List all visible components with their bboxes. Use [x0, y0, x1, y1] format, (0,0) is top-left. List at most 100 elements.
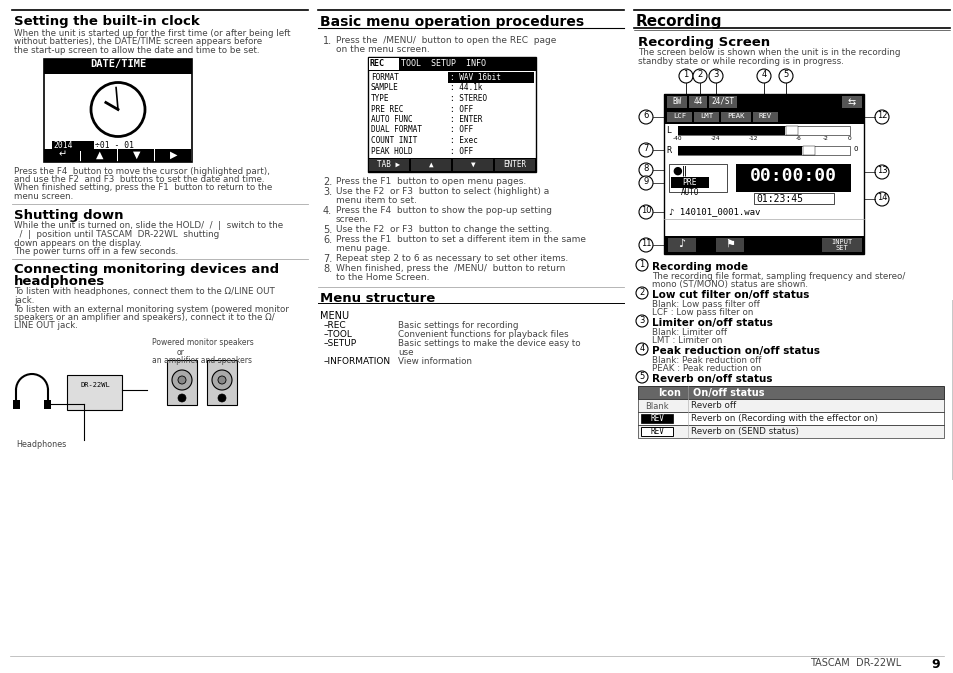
Text: 6: 6: [642, 111, 648, 120]
Text: L: L: [665, 126, 670, 135]
Text: 3.: 3.: [323, 187, 332, 197]
Text: LCF: LCF: [672, 113, 685, 119]
Text: SAMPLE: SAMPLE: [371, 83, 398, 92]
Text: 2: 2: [697, 70, 702, 79]
Text: Basic settings to make the device easy to: Basic settings to make the device easy t…: [397, 339, 580, 348]
Circle shape: [172, 370, 192, 390]
Bar: [44, 59, 192, 162]
Text: PEAK : Peak reduction on: PEAK : Peak reduction on: [651, 364, 760, 373]
Text: 5: 5: [639, 372, 644, 381]
Text: Basic menu operation procedures: Basic menu operation procedures: [319, 15, 583, 29]
Bar: [638, 399, 943, 412]
Text: : Exec: : Exec: [450, 136, 477, 145]
Text: without batteries), the DATE/TIME screen appears before: without batteries), the DATE/TIME screen…: [14, 38, 262, 46]
Text: 0: 0: [853, 146, 858, 152]
Text: 24/ST: 24/ST: [711, 97, 734, 106]
Bar: [678, 146, 801, 155]
Text: COUNT INIT: COUNT INIT: [371, 136, 416, 145]
Text: To listen with headphones, connect them to the Ω/LINE OUT: To listen with headphones, connect them …: [14, 287, 274, 297]
Bar: [13, 400, 20, 409]
Text: PEAK: PEAK: [726, 113, 744, 119]
Text: –REC: –REC: [324, 321, 346, 330]
Bar: [666, 96, 686, 108]
Text: -16dB: -16dB: [839, 113, 861, 119]
Bar: [154, 149, 191, 162]
Text: ÷01 - 01: ÷01 - 01: [95, 141, 133, 151]
Text: Press the F1  button to set a different item in the same: Press the F1 button to set a different i…: [335, 235, 585, 244]
Text: -12: -12: [748, 136, 758, 141]
Text: TOOL  SETUP  INFO: TOOL SETUP INFO: [400, 59, 485, 68]
Bar: [118, 149, 153, 162]
Text: : ENTER: : ENTER: [450, 115, 482, 124]
Text: Setting the built-in clock: Setting the built-in clock: [14, 15, 199, 28]
Bar: [951, 300, 953, 480]
Bar: [495, 159, 535, 171]
Text: 8: 8: [642, 164, 648, 173]
Bar: [708, 96, 737, 108]
Text: : WAV 16bit: : WAV 16bit: [450, 73, 500, 82]
Text: -2: -2: [822, 136, 828, 141]
Text: headphones: headphones: [14, 275, 105, 287]
Text: On/off status: On/off status: [692, 388, 763, 398]
Bar: [670, 177, 708, 188]
Circle shape: [636, 371, 647, 383]
Bar: [663, 94, 863, 111]
Text: ↵: ↵: [58, 149, 67, 160]
Bar: [640, 427, 672, 436]
Bar: [663, 111, 863, 124]
Bar: [52, 141, 94, 151]
Text: The screen below is shown when the unit is in the recording: The screen below is shown when the unit …: [638, 48, 900, 57]
Text: menu page.: menu page.: [335, 244, 390, 253]
Text: R: R: [665, 146, 670, 155]
Text: 2014: 2014: [53, 141, 72, 151]
Text: Reverb on/off status: Reverb on/off status: [651, 374, 772, 384]
Text: 7: 7: [642, 144, 648, 153]
Bar: [44, 59, 192, 73]
Text: 11: 11: [640, 239, 651, 248]
Text: While the unit is turned on, slide the HOLD/  /  |  switch to the: While the unit is turned on, slide the H…: [14, 221, 283, 230]
Text: 6.: 6.: [323, 235, 332, 245]
Circle shape: [636, 343, 647, 355]
Bar: [678, 146, 849, 155]
Text: LCF : Low pass filter on: LCF : Low pass filter on: [651, 308, 753, 317]
Text: The recording file format, sampling frequency and stereo/: The recording file format, sampling freq…: [651, 272, 904, 281]
Text: REV: REV: [759, 113, 771, 119]
Bar: [663, 94, 863, 254]
Text: use: use: [397, 348, 413, 357]
Circle shape: [639, 238, 652, 252]
Text: Menu structure: Menu structure: [319, 292, 435, 305]
Bar: [81, 149, 117, 162]
Bar: [668, 164, 726, 192]
Text: ♪: ♪: [678, 239, 685, 249]
Text: When the unit is started up for the first time (or after being left: When the unit is started up for the firs…: [14, 29, 291, 38]
Text: AUTO: AUTO: [680, 188, 699, 197]
Circle shape: [636, 287, 647, 299]
Text: Headphones: Headphones: [16, 440, 66, 449]
Bar: [44, 149, 80, 162]
Circle shape: [874, 192, 888, 206]
Text: 3: 3: [713, 70, 718, 79]
Bar: [167, 360, 196, 405]
Text: and use the F2  and F3  buttons to set the date and time.: and use the F2 and F3 buttons to set the…: [14, 175, 264, 184]
Bar: [638, 425, 943, 438]
Bar: [663, 236, 863, 254]
Text: When finished setting, press the F1  button to return to the: When finished setting, press the F1 butt…: [14, 184, 272, 192]
Text: Recording: Recording: [636, 14, 721, 29]
Circle shape: [874, 110, 888, 124]
Circle shape: [874, 165, 888, 179]
Bar: [802, 146, 814, 155]
Text: The power turns off in a few seconds.: The power turns off in a few seconds.: [14, 247, 178, 256]
Text: REV: REV: [649, 427, 663, 436]
Text: ♪ 140101_0001.wav: ♪ 140101_0001.wav: [668, 207, 760, 216]
Text: AUTO FUNC: AUTO FUNC: [371, 115, 413, 124]
Bar: [448, 72, 534, 83]
Bar: [44, 400, 51, 409]
Bar: [667, 238, 696, 252]
Text: : OFF: : OFF: [450, 125, 473, 135]
Text: standby state or while recording is in progress.: standby state or while recording is in p…: [638, 57, 843, 65]
Text: View information: View information: [397, 357, 472, 366]
Text: : OFF: : OFF: [450, 147, 473, 155]
Text: DUAL FORMAT: DUAL FORMAT: [371, 125, 421, 135]
Text: : OFF: : OFF: [450, 104, 473, 114]
Text: to the Home Screen.: to the Home Screen.: [335, 273, 429, 282]
